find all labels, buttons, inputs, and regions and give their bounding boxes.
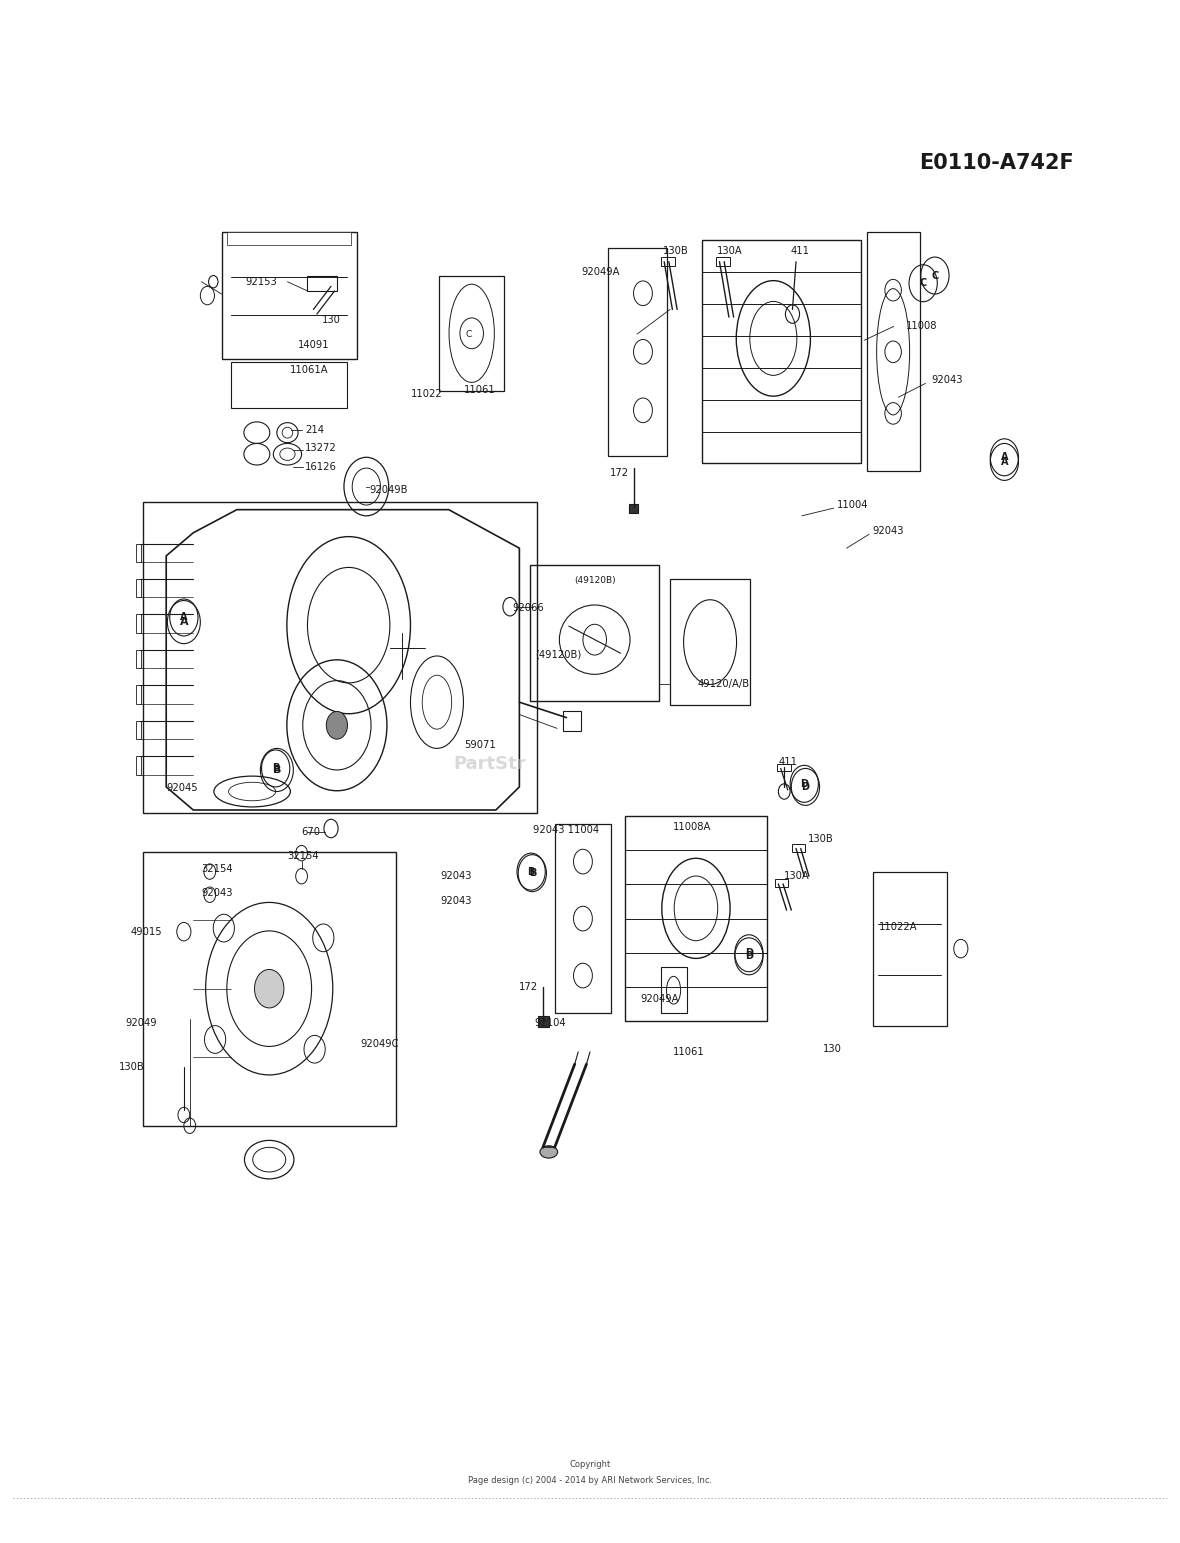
Bar	[778, 764, 792, 772]
Bar	[136, 721, 142, 739]
Bar	[136, 650, 142, 668]
Text: 92066: 92066	[512, 603, 544, 613]
Text: 11061A: 11061A	[290, 364, 328, 375]
Text: 130: 130	[824, 1043, 843, 1054]
Text: 130: 130	[322, 315, 341, 326]
Bar	[872, 872, 946, 1026]
Text: C: C	[931, 270, 938, 281]
Text: 92043: 92043	[440, 896, 472, 906]
Text: 411: 411	[779, 758, 798, 767]
Text: 130B: 130B	[663, 245, 689, 256]
Text: 92049: 92049	[125, 1017, 157, 1028]
Ellipse shape	[327, 711, 347, 739]
Text: B: B	[529, 869, 536, 878]
Bar	[661, 258, 675, 267]
Text: 14091: 14091	[299, 339, 329, 350]
Text: B: B	[273, 764, 280, 773]
Text: C: C	[919, 278, 926, 289]
Text: 411: 411	[791, 245, 809, 256]
Text: (49120B): (49120B)	[535, 650, 581, 659]
Ellipse shape	[540, 1146, 558, 1159]
Bar	[563, 711, 581, 731]
Text: A: A	[181, 613, 188, 622]
Bar	[702, 241, 860, 463]
Text: (49120B): (49120B)	[573, 576, 616, 585]
Bar	[231, 361, 347, 407]
Text: 92049A: 92049A	[582, 267, 621, 278]
Text: 130A: 130A	[785, 872, 809, 881]
Bar	[308, 276, 337, 292]
Text: A: A	[1001, 452, 1008, 463]
Text: 49120/A/B: 49120/A/B	[697, 679, 749, 688]
Text: 16126: 16126	[306, 461, 337, 472]
Text: 92153: 92153	[245, 276, 277, 287]
Text: D: D	[745, 949, 753, 958]
Text: PartStr: PartStr	[453, 755, 526, 773]
Text: D: D	[800, 779, 808, 788]
Text: A: A	[179, 617, 188, 626]
Text: 11004: 11004	[838, 500, 868, 511]
Bar	[143, 501, 537, 813]
Text: 92043: 92043	[440, 872, 472, 881]
Text: 130B: 130B	[808, 835, 833, 844]
Text: B: B	[527, 867, 535, 876]
Bar	[866, 233, 919, 471]
Bar	[608, 248, 667, 455]
Text: 49015: 49015	[131, 927, 163, 937]
Bar	[555, 824, 611, 1014]
Bar	[538, 1017, 549, 1028]
Bar	[793, 844, 806, 852]
Bar	[136, 579, 142, 597]
Text: E0110-A742F: E0110-A742F	[919, 153, 1074, 173]
Text: 11061: 11061	[464, 384, 496, 395]
Text: 11008: 11008	[905, 321, 937, 332]
Bar	[222, 233, 356, 358]
Text: 92049B: 92049B	[369, 485, 408, 495]
Text: D: D	[801, 782, 809, 792]
Bar	[629, 503, 638, 512]
Text: B: B	[273, 765, 281, 775]
Text: Copyright: Copyright	[570, 1460, 610, 1469]
Text: 32154: 32154	[202, 864, 234, 873]
Text: 92049A: 92049A	[641, 994, 680, 1004]
Bar	[136, 685, 142, 704]
Text: A: A	[1001, 457, 1008, 468]
Text: 11061: 11061	[673, 1046, 704, 1057]
Text: 92043: 92043	[202, 889, 232, 898]
Text: 32154: 32154	[288, 852, 319, 861]
Ellipse shape	[255, 969, 284, 1008]
Text: 214: 214	[306, 424, 324, 435]
Text: 92104: 92104	[535, 1017, 566, 1028]
Text: C: C	[466, 330, 472, 338]
Bar	[661, 967, 687, 1014]
Text: 172: 172	[610, 468, 629, 478]
Text: D: D	[745, 952, 753, 961]
Bar	[143, 852, 395, 1126]
Bar	[136, 543, 142, 562]
Bar	[439, 276, 504, 390]
Bar	[625, 816, 767, 1021]
Text: 11008A: 11008A	[673, 822, 710, 832]
Text: 11022: 11022	[411, 389, 442, 400]
Bar	[670, 579, 750, 705]
Bar	[136, 614, 142, 633]
Text: 59071: 59071	[464, 741, 496, 750]
Text: Page design (c) 2004 - 2014 by ARI Network Services, Inc.: Page design (c) 2004 - 2014 by ARI Netwo…	[468, 1475, 712, 1484]
Bar	[136, 756, 142, 775]
Text: 670: 670	[302, 827, 321, 836]
Text: 13272: 13272	[306, 443, 336, 454]
Text: 130B: 130B	[119, 1062, 145, 1072]
Bar	[716, 258, 730, 267]
Text: 130A: 130A	[717, 245, 743, 256]
Text: 92049C: 92049C	[360, 1038, 399, 1049]
Text: 172: 172	[519, 983, 538, 992]
Text: 92043: 92043	[872, 526, 904, 537]
Bar	[530, 565, 660, 701]
Text: 92043 11004: 92043 11004	[533, 826, 599, 835]
Text: 11022A: 11022A	[878, 923, 917, 932]
Text: 92043: 92043	[931, 375, 963, 386]
Bar	[775, 880, 788, 887]
Text: 92045: 92045	[166, 784, 198, 793]
Bar	[228, 233, 350, 245]
